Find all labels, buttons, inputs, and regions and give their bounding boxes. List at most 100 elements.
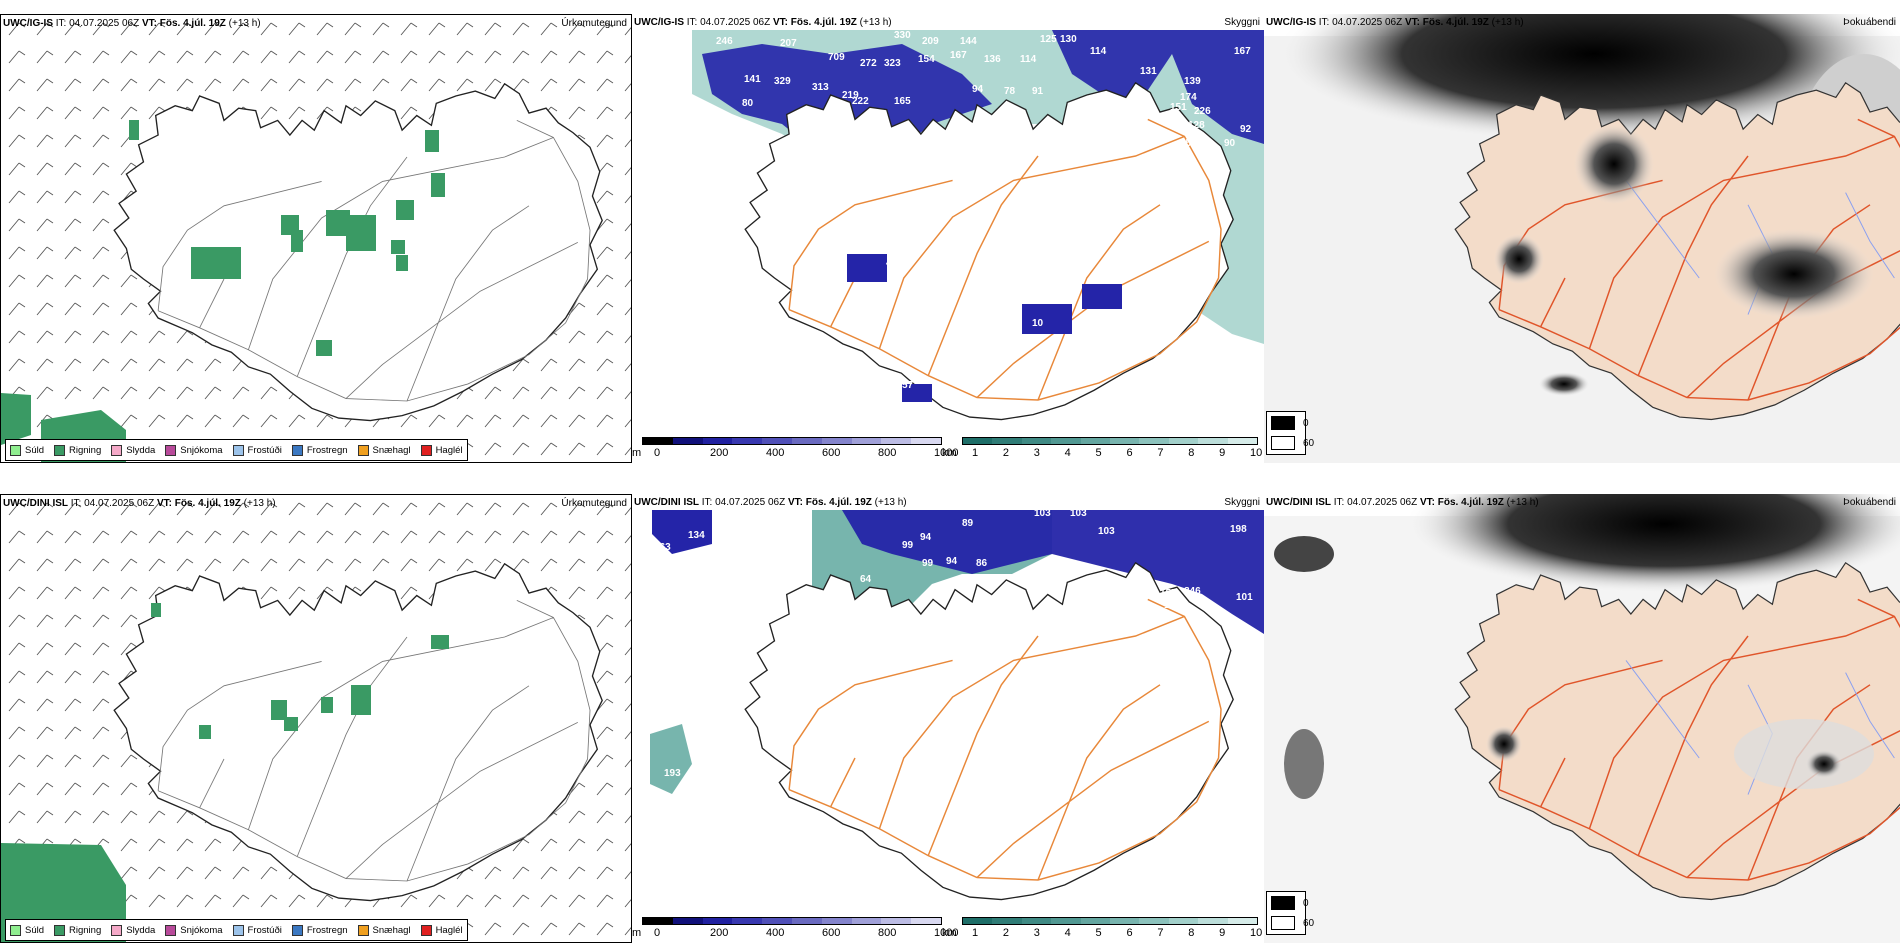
cloud-base-value: 222 (852, 96, 869, 107)
legend-swatch (10, 924, 21, 936)
cloud-base-value: 846 (1184, 586, 1201, 597)
cloud-base-value: 193 (664, 768, 681, 779)
cloud-base-value: 163 (654, 542, 671, 553)
colorbar-segment (1168, 438, 1199, 444)
cloud-base-value: 128 (1188, 120, 1205, 131)
colorbar-segment (732, 438, 763, 444)
fog-panel-row2: UWC/DINI ISL IT: 04.07.2025 06Z VT: Fös.… (1264, 494, 1900, 943)
ceiling-scale: m 0 200 400 600 800 1000 (632, 437, 958, 463)
colorbar-segment (791, 438, 822, 444)
colorbar-segment (851, 918, 882, 924)
cloud-base-value: 80 (742, 98, 754, 109)
colorbar-segment (1080, 918, 1111, 924)
colorbar-tick-label: 5 (1095, 447, 1102, 459)
colorbar-segment (911, 918, 941, 924)
cloud-panel-row2: UWC/DINI ISL IT: 04.07.2025 06Z VT: Fös.… (632, 494, 1264, 943)
visibility-unit: km (942, 927, 957, 939)
fog-map (1264, 494, 1900, 943)
colorbar-segment (1080, 438, 1111, 444)
legend-item-snjokoma: Snjókoma (165, 444, 223, 456)
colorbar-tick-label: 1 (972, 447, 979, 459)
colorbar-segment (963, 438, 993, 444)
cloud-base-value: 167 (950, 50, 967, 61)
legend-item-snaehagl: Snæhagl (357, 444, 411, 456)
cloud-base-value: 125 (1040, 34, 1057, 45)
panel-type-label: Þokuábendi (1843, 17, 1896, 28)
cloud-base-value: 272 (860, 58, 877, 69)
cloud-base-value: 151 (1170, 102, 1187, 113)
colorbar-segment (1110, 438, 1140, 444)
cloud-base-value: 329 (774, 76, 791, 87)
colorbar-tick-label: 400 (766, 447, 785, 459)
legend-item-rigning: Rigning (54, 444, 101, 456)
ceiling-field (652, 510, 712, 554)
colorbar-segment (1021, 438, 1052, 444)
legend-item-frostregn: Frostregn (291, 444, 348, 456)
cloud-base-value: 101 (1236, 592, 1253, 603)
cloud-base-value: 114 (1020, 54, 1037, 65)
fog-field (1284, 729, 1324, 799)
visibility-unit: km (942, 447, 957, 459)
cloud-base-value: 209 (922, 36, 939, 47)
colorbar-segment (702, 918, 733, 924)
legend-swatch (111, 444, 123, 456)
colorbar-segment (702, 438, 733, 444)
cloud-base-value: 92 (1240, 124, 1252, 135)
cloud-panel-row1: UWC/IG-IS IT: 04.07.2025 06Z VT: Fös. 4.… (632, 14, 1264, 463)
colorbar-segment (643, 438, 673, 444)
fog-field (1486, 726, 1522, 762)
legend-item-rigning: Rigning (54, 924, 101, 936)
fog-swatch (1271, 896, 1295, 910)
panel-type-label: Þokuábendi (1843, 497, 1896, 508)
colorbar-segment (1198, 438, 1228, 444)
colorbar-tick-label: 2 (1002, 927, 1009, 939)
colorbar-tick-label: 9 (1219, 447, 1226, 459)
visibility-scale: km 1 2 3 4 5 6 7 8 9 10 (942, 437, 1264, 463)
colorbar-tick-label: 3 (1033, 927, 1040, 939)
ceiling-scale: m 0 200 400 600 800 1000 (632, 917, 958, 943)
cloud-base-value: 96 (1218, 614, 1230, 625)
legend-item-slydda: Slydda (111, 924, 155, 936)
legend-item-haglel: Haglél (420, 924, 463, 936)
colorbar-tick-label: 600 (822, 447, 841, 459)
cloud-base-value: 131 (1140, 66, 1157, 77)
colorbar-tick-label: 800 (878, 447, 897, 459)
cloud-base-value: 136 (984, 54, 1001, 65)
legend-swatch (357, 444, 369, 456)
cloud-base-value: 313 (812, 82, 829, 93)
colorbar-tick-label: 8 (1188, 927, 1195, 939)
panel-type-label: Úrkomutegund (561, 498, 627, 509)
cloud-base-value: 246 (716, 36, 733, 47)
cloud-base-value: 103 (1034, 508, 1051, 519)
cloud-base-value: 709 (828, 52, 845, 63)
panel-title: UWC/DINI ISL IT: 04.07.2025 06Z VT: Fös.… (3, 498, 276, 509)
fog-field (1404, 494, 1900, 594)
colorbar-segment (672, 438, 703, 444)
legend-swatch (232, 924, 244, 936)
fog-field (1274, 14, 1900, 144)
precip-map (1, 15, 631, 462)
legend-item-snjokoma: Snjókoma (165, 924, 223, 936)
fog-legend: 0 60 (1266, 891, 1314, 935)
colorbar-tick-label: 200 (710, 447, 729, 459)
cloud-base-value: 114 (1090, 46, 1107, 57)
cloud-base-value: 141 (744, 74, 761, 85)
cloud-base-value: 132 (1140, 588, 1157, 599)
fog-panel-row1: UWC/IG-IS IT: 04.07.2025 06Z VT: Fös. 4.… (1264, 14, 1900, 463)
precip-panel-row2: UWC/DINI ISL IT: 04.07.2025 06Z VT: Fös.… (0, 494, 632, 943)
cloud-base-value: 165 (894, 96, 911, 107)
legend-item-sudd: Súld (10, 924, 44, 936)
fog-field (1574, 124, 1654, 204)
legend-item-snaehagl: Snæhagl (357, 924, 411, 936)
legend-swatch (111, 924, 123, 936)
ceiling-field (842, 510, 1264, 634)
colorbar-segment (881, 438, 912, 444)
fog-swatch (1271, 916, 1295, 930)
visibility-field (650, 724, 692, 794)
legend-swatch (54, 444, 66, 456)
cloud-base-value: 94 (946, 556, 958, 567)
legend-item-frostregn: Frostregn (291, 924, 348, 936)
fog-field (1714, 229, 1874, 319)
colorbar-segment (1198, 918, 1228, 924)
cloud-base-value: 198 (1230, 524, 1247, 535)
